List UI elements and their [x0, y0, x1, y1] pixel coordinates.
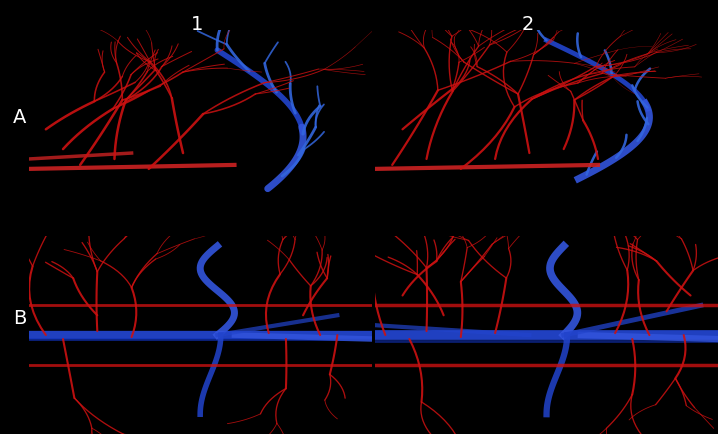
Text: A: A [13, 108, 27, 127]
Text: 1: 1 [191, 15, 204, 34]
Text: 2: 2 [521, 15, 534, 34]
Text: B: B [13, 309, 27, 329]
